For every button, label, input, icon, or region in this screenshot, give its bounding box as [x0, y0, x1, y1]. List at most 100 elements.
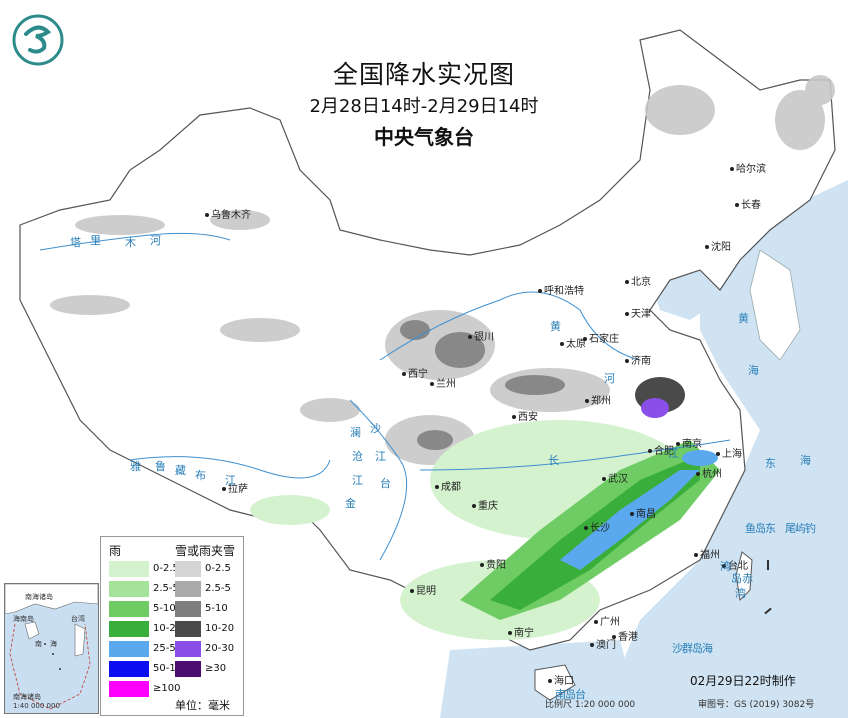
- legend-swatch: [175, 581, 201, 597]
- legend-label: ≥100: [153, 683, 181, 694]
- inset-label: 台湾: [71, 615, 85, 623]
- legend-label: 20-30: [205, 643, 235, 654]
- legend-rain-heading: 雨: [109, 544, 122, 558]
- city-label: 银川: [468, 328, 494, 343]
- city-label: 南京: [676, 435, 702, 450]
- issued-time: 02月29日22时制作: [690, 674, 796, 688]
- water-label: 海: [748, 364, 759, 377]
- water-label: 东: [765, 457, 776, 470]
- water-label: 河: [604, 372, 615, 385]
- legend-label: 5-10: [205, 603, 228, 614]
- island-mark-2: [764, 607, 772, 615]
- city-label: 长沙: [584, 519, 610, 534]
- city-label: 成都: [435, 478, 461, 493]
- map-period: 2月28日14时-2月29日14时: [309, 96, 539, 117]
- city-label: 济南: [625, 352, 651, 367]
- legend-label: 10-25: [153, 623, 183, 634]
- city-label: 上海: [716, 445, 742, 460]
- south-china-sea-inset: 南海诸岛 南 海 台湾 海南岛 南海诸岛 1:40 000 000: [4, 583, 99, 714]
- legend-swatch: [175, 641, 201, 657]
- inset-label: 海南岛: [13, 615, 34, 623]
- water-label: 黄: [738, 312, 749, 325]
- city-label: 郑州: [585, 392, 611, 407]
- legend-swatch: [109, 561, 149, 577]
- inset-label: 南: [35, 640, 42, 648]
- city-label: 西宁: [402, 365, 428, 380]
- water-label: 江: [352, 474, 363, 487]
- city-label: 重庆: [472, 497, 498, 512]
- water-label: 南: [555, 688, 566, 701]
- map-title: 全国降水实况图: [332, 60, 515, 89]
- island-mark: [767, 560, 769, 570]
- city-label: 拉萨: [222, 480, 248, 495]
- city-label: 太原: [560, 335, 586, 350]
- water-label: 赤: [742, 572, 753, 585]
- korean-peninsula: [749, 249, 801, 361]
- city-label: 香港: [612, 628, 638, 643]
- water-label: 鱼: [745, 522, 756, 535]
- water-label: 里: [90, 234, 101, 247]
- water-label: 岛: [755, 522, 766, 535]
- water-label: 江: [375, 450, 386, 463]
- water-label: 岛: [692, 642, 703, 655]
- water-label: 布: [195, 469, 206, 482]
- legend-unit: 单位：毫米: [175, 699, 230, 712]
- water-label: 藏: [175, 464, 186, 477]
- map-scale: 比例尺 1:20 000 000: [545, 700, 636, 710]
- legend-swatch: [109, 681, 149, 697]
- legend-swatch: [175, 661, 201, 677]
- water-label: 鲁: [155, 460, 166, 473]
- legend-swatch: [175, 561, 201, 577]
- water-label: 河: [150, 234, 161, 247]
- city-label: 贵阳: [480, 556, 506, 571]
- city-label: 福州: [694, 546, 720, 561]
- city-label: 海口: [548, 672, 574, 687]
- map-approval-number: 审图号：GS (2019) 3082号: [698, 700, 815, 710]
- legend-label: 0-2.5: [205, 563, 231, 574]
- taiwan-island: [735, 551, 753, 602]
- inset-label: 南海诸岛: [25, 593, 53, 601]
- rain-areas-very-heavy: [560, 450, 718, 570]
- water-label: 海: [702, 642, 713, 655]
- city-label: 呼和浩特: [538, 282, 584, 297]
- inset-map: [5, 584, 98, 710]
- legend-label: 2.5-5: [153, 583, 179, 594]
- inset-label: 1:40 000 000: [13, 702, 60, 710]
- water-label: 岛: [731, 572, 742, 585]
- city-label: 兰州: [430, 375, 456, 390]
- city-label: 杭州: [696, 465, 722, 480]
- cma-logo: [12, 14, 64, 66]
- city-label: 南昌: [630, 505, 656, 520]
- water-label: 江: [225, 474, 236, 487]
- city-label: 北京: [625, 273, 651, 288]
- legend-label: 0-2.5: [153, 563, 179, 574]
- water-label: 台: [380, 477, 391, 490]
- city-label: 哈尔滨: [730, 160, 766, 175]
- legend-swatch: [109, 581, 149, 597]
- map-legend: 雨 雪或雨夹雪 0-2.5 2.5-5 5-10 10-25 25-50 50-…: [100, 536, 244, 716]
- water-label: 东: [765, 522, 776, 535]
- water-label: 沙: [672, 642, 683, 655]
- city-label: 南宁: [508, 624, 534, 639]
- water-label: 江: [668, 447, 679, 460]
- water-label: 沧: [352, 450, 363, 463]
- legend-label: 10-20: [205, 623, 235, 634]
- water-label: 岛: [565, 688, 576, 701]
- water-label: 海: [800, 454, 811, 467]
- water-label: 群: [682, 642, 693, 655]
- water-label: 屿: [795, 522, 806, 535]
- city-label: 乌鲁木齐: [205, 206, 251, 221]
- city-label: 西安: [512, 408, 538, 423]
- legend-label: 25-50: [153, 643, 183, 654]
- rivers: [39, 232, 731, 561]
- water-label: 台: [575, 688, 586, 701]
- legend-label: 2.5-5: [205, 583, 231, 594]
- inset-label: 南海诸岛: [13, 693, 41, 701]
- inset-label: 海: [50, 640, 57, 648]
- water-label: 金: [345, 497, 356, 510]
- city-label: 澳门: [590, 636, 616, 651]
- map-issuer: 中央气象台: [374, 125, 474, 149]
- city-label: 广州: [594, 613, 620, 628]
- city-label: 昆明: [410, 582, 436, 597]
- water-label: 塔: [70, 236, 81, 249]
